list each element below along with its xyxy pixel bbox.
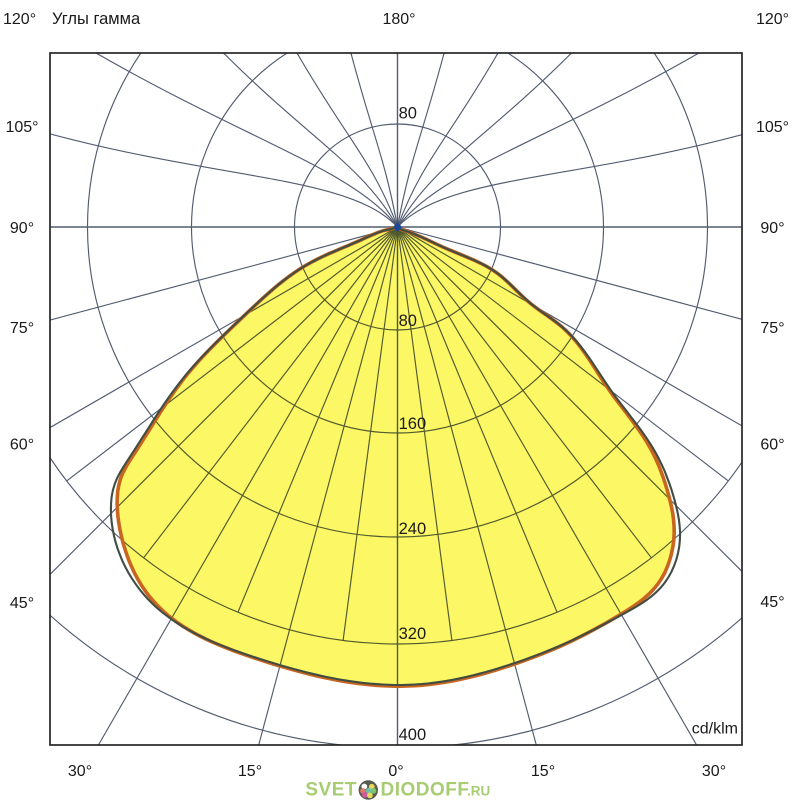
svg-text:30°: 30°	[68, 763, 92, 780]
svg-text:60°: 60°	[10, 437, 34, 454]
svg-text:75°: 75°	[760, 320, 784, 337]
svg-text:80: 80	[399, 105, 417, 123]
svg-text:320: 320	[399, 625, 427, 643]
svg-text:Углы гамма: Углы гамма	[52, 10, 141, 28]
svg-text:45°: 45°	[760, 594, 784, 611]
svg-text:60°: 60°	[760, 437, 784, 454]
svg-text:80: 80	[399, 312, 417, 330]
svg-text:DIODOFF: DIODOFF	[381, 780, 470, 800]
svg-text:120°: 120°	[3, 11, 36, 28]
svg-text:45°: 45°	[10, 595, 34, 612]
svg-text:180°: 180°	[382, 11, 415, 28]
svg-text:.RU: .RU	[467, 784, 490, 799]
svg-text:90°: 90°	[10, 220, 34, 237]
svg-text:cd/klm: cd/klm	[692, 721, 738, 738]
svg-text:240: 240	[399, 520, 427, 538]
svg-text:75°: 75°	[10, 320, 34, 337]
svg-text:400: 400	[399, 726, 427, 744]
svg-text:15°: 15°	[531, 763, 555, 780]
svg-text:0°: 0°	[388, 763, 403, 780]
svg-text:160: 160	[399, 415, 427, 433]
svg-text:105°: 105°	[756, 119, 789, 136]
svg-text:90°: 90°	[760, 220, 784, 237]
svg-text:105°: 105°	[5, 119, 38, 136]
svg-text:SVET: SVET	[305, 780, 357, 800]
svg-text:15°: 15°	[238, 763, 262, 780]
svg-text:120°: 120°	[756, 11, 789, 28]
svg-text:30°: 30°	[702, 763, 726, 780]
